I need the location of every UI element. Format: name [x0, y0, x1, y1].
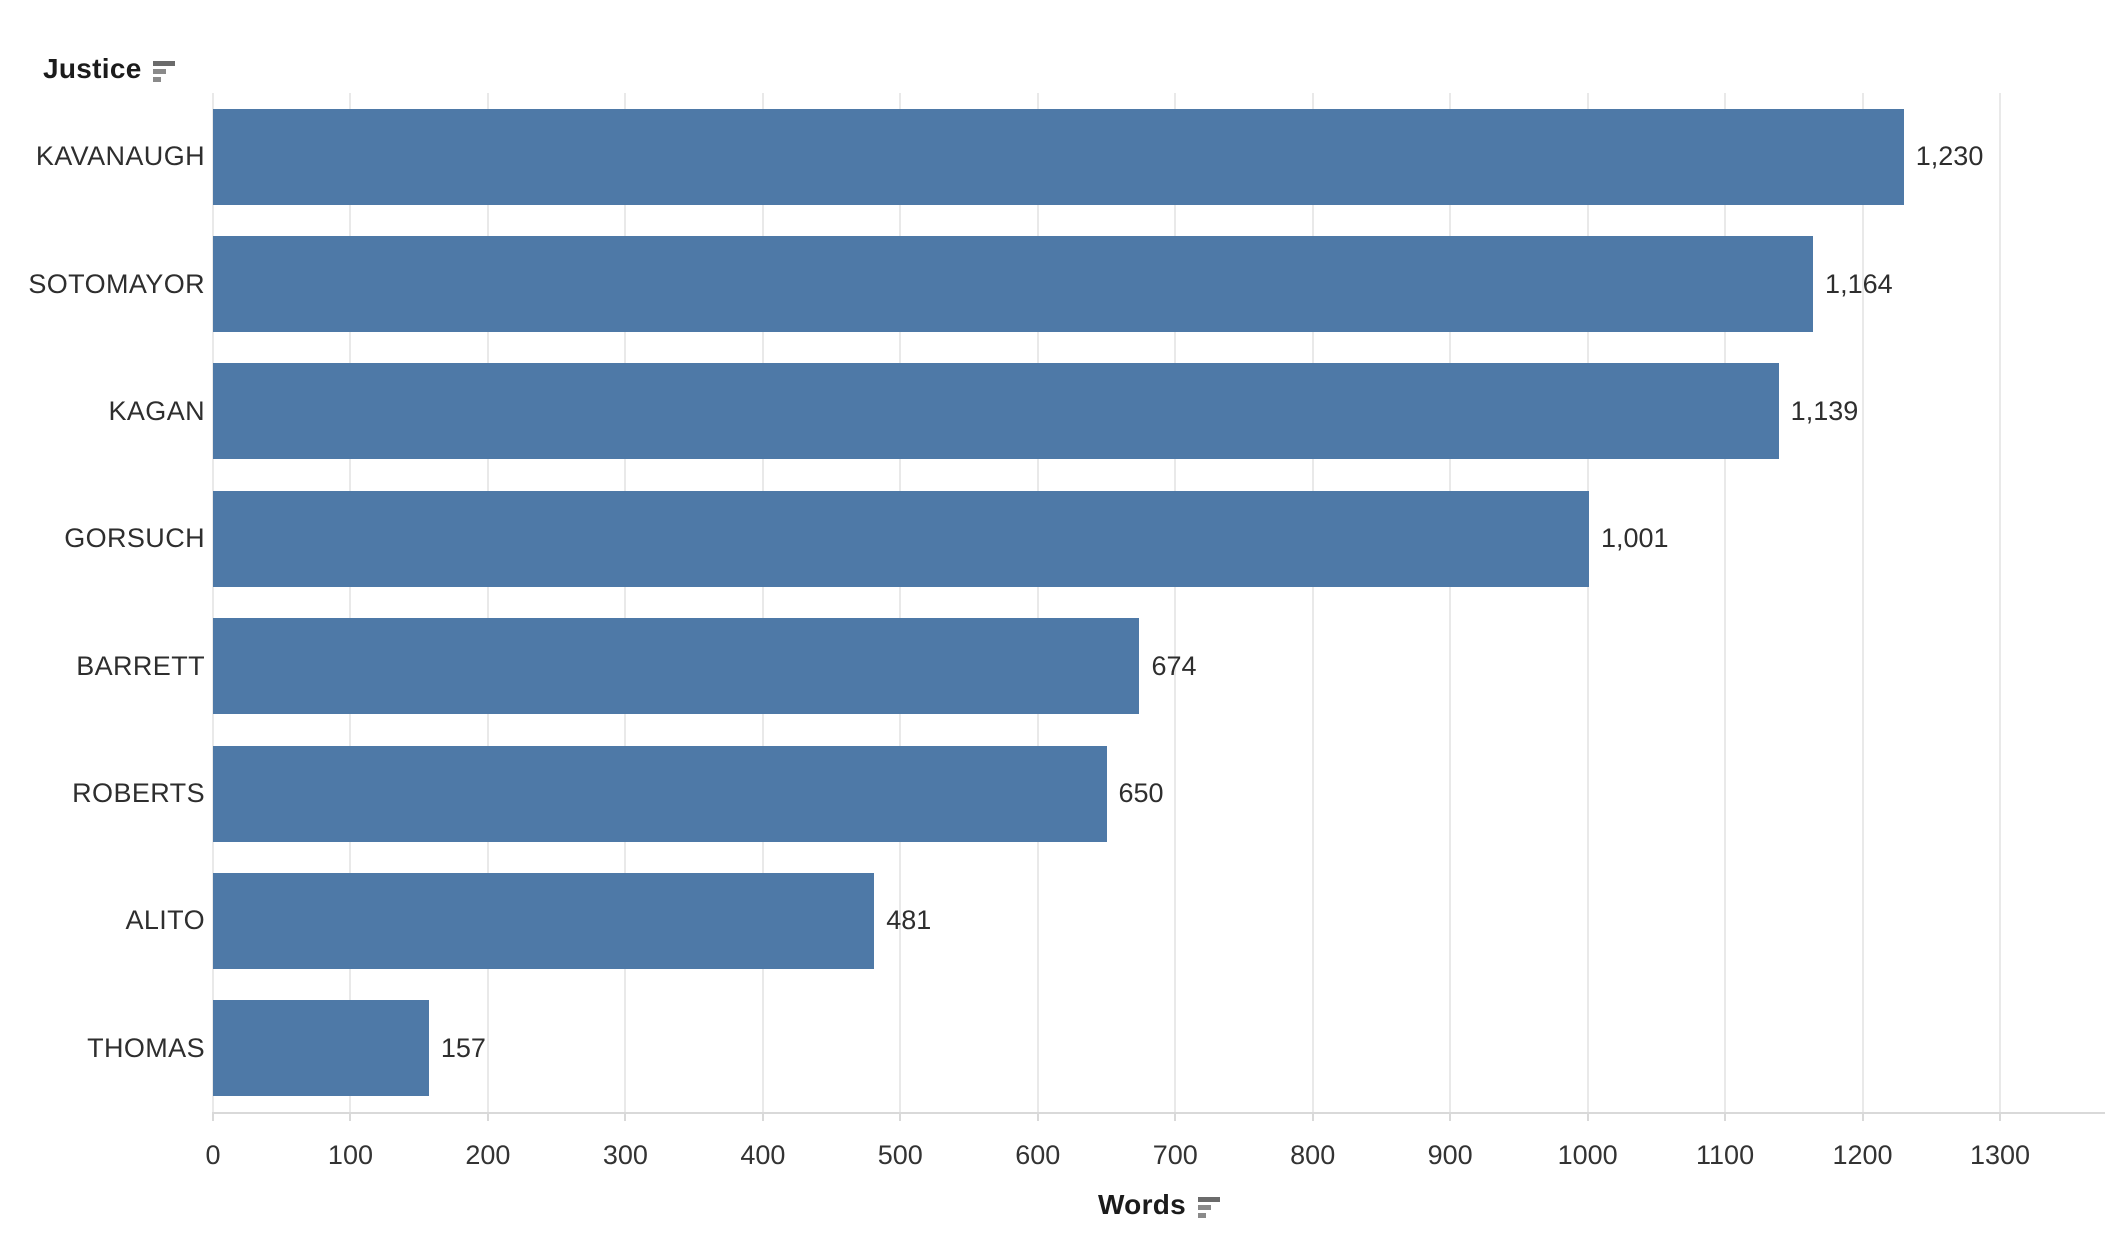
category-label: SOTOMAYOR: [28, 268, 205, 299]
x-tick-mark: [1174, 1112, 1177, 1121]
bar[interactable]: [213, 1000, 429, 1097]
x-gridline: [1724, 93, 1727, 1112]
category-label: GORSUCH: [64, 523, 205, 554]
category-label: ALITO: [125, 905, 205, 936]
x-axis-title: Words: [1097, 1189, 1187, 1220]
category-label: KAGAN: [108, 395, 205, 426]
x-tick-label: 600: [1015, 1140, 1061, 1170]
value-label: 1,139: [1790, 395, 1859, 426]
x-gridline: [1586, 93, 1589, 1112]
sort-icon-bar-long: [152, 60, 175, 66]
x-tick-mark: [1999, 1112, 2001, 1121]
x-gridline: [1311, 93, 1314, 1112]
x-tick-mark: [1861, 1112, 1864, 1121]
x-tick-mark: [624, 1112, 627, 1121]
sort-descending-icon[interactable]: [152, 60, 175, 82]
x-gridline: [486, 93, 489, 1112]
y-axis-title: Justice: [43, 53, 142, 84]
x-gridline: [349, 93, 352, 1112]
bar[interactable]: [213, 745, 1107, 842]
value-label: 650: [1118, 778, 1164, 809]
x-tick-label: 0: [205, 1140, 221, 1170]
bar[interactable]: [213, 618, 1140, 715]
x-tick-label: 400: [740, 1140, 786, 1170]
x-tick-label: 100: [327, 1140, 373, 1170]
x-tick-label: 1100: [1696, 1140, 1755, 1170]
x-tick-label: 200: [465, 1140, 511, 1170]
bar[interactable]: [213, 490, 1589, 587]
sort-icon-bar-medium: [152, 68, 166, 74]
x-gridline: [1449, 93, 1452, 1112]
value-label: 157: [440, 1032, 486, 1063]
value-label: 674: [1151, 650, 1197, 681]
x-gridline: [1036, 93, 1039, 1112]
x-tick-label: 500: [877, 1140, 923, 1170]
bar[interactable]: [213, 108, 1904, 205]
x-tick-label: 1200: [1832, 1140, 1893, 1170]
bar[interactable]: [213, 872, 875, 969]
x-gridline: [624, 93, 627, 1112]
x-tick-label: 1300: [1969, 1140, 2031, 1170]
category-label: BARRETT: [76, 650, 205, 681]
x-tick-mark: [1311, 1112, 1314, 1121]
x-tick-label: 700: [1152, 1140, 1198, 1170]
x-gridline: [899, 93, 902, 1112]
x-tick-mark: [1724, 1112, 1727, 1121]
x-tick-mark: [486, 1112, 489, 1121]
x-gridline: [1999, 93, 2001, 1112]
value-label: 1,230: [1915, 141, 1984, 172]
x-tick-mark: [761, 1112, 764, 1121]
x-tick-mark: [1449, 1112, 1452, 1121]
sort-icon-bar-long: [1198, 1196, 1221, 1202]
x-tick-mark: [899, 1112, 902, 1121]
x-gridline: [212, 93, 214, 1112]
x-tick-mark: [1036, 1112, 1039, 1121]
x-tick-label: 1000: [1557, 1140, 1618, 1170]
x-axis-header[interactable]: Words: [213, 1188, 2105, 1222]
x-gridline: [1174, 93, 1177, 1112]
x-gridline: [761, 93, 764, 1112]
x-tick-label: 800: [1290, 1140, 1336, 1170]
x-tick-label: 300: [602, 1140, 648, 1170]
value-label: 1,001: [1600, 523, 1669, 554]
category-label: THOMAS: [87, 1032, 205, 1063]
sort-icon-bar-short: [152, 76, 161, 82]
x-axis-line: [213, 1112, 2105, 1114]
category-label: KAVANAUGH: [35, 141, 205, 172]
category-label: ROBERTS: [72, 778, 205, 809]
value-label: 1,164: [1825, 268, 1893, 299]
sort-icon-bar-short: [1198, 1212, 1207, 1218]
value-label: 481: [886, 905, 932, 936]
y-axis-header[interactable]: Justice: [43, 52, 175, 86]
x-tick-label: 900: [1427, 1140, 1473, 1170]
x-tick-mark: [349, 1112, 352, 1121]
bar[interactable]: [213, 363, 1779, 460]
bar[interactable]: [213, 236, 1814, 333]
sort-icon-bar-medium: [1198, 1204, 1212, 1210]
sort-descending-icon[interactable]: [1198, 1196, 1221, 1218]
x-gridline: [1861, 93, 1864, 1112]
x-tick-mark: [212, 1112, 214, 1121]
x-tick-mark: [1586, 1112, 1589, 1121]
